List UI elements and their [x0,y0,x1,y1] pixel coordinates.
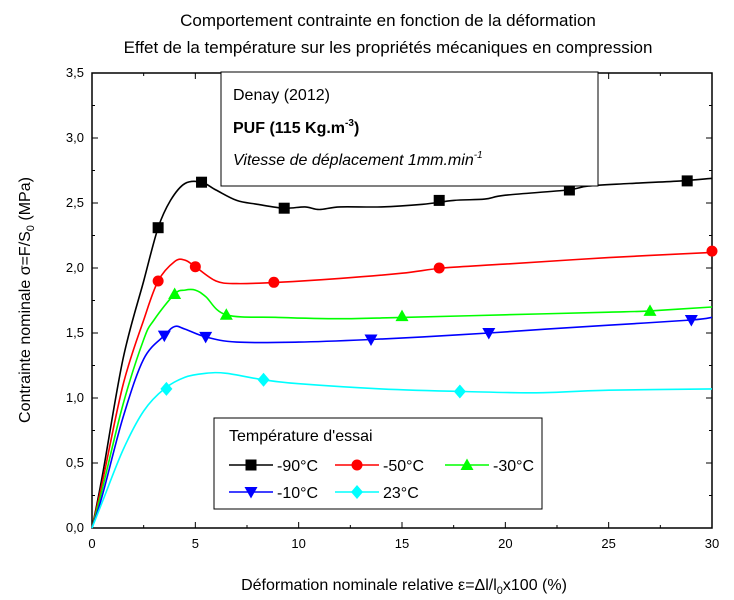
legend-label: -90°C [277,458,318,475]
legend-label: -50°C [383,458,424,475]
x-tick-label: 10 [291,536,305,551]
data-point-marker [157,330,171,343]
data-point-marker [433,194,445,206]
x-axis-label: Déformation nominale relative ε=Δl/l0x10… [241,577,567,597]
series-line [91,371,713,529]
legend-swatch-marker [351,459,363,471]
data-point-marker [168,287,182,299]
data-point-marker [152,222,164,234]
annotation-box: Denay (2012) PUF (115 Kg.m-3) Vitesse de… [220,71,599,187]
legend-title: Température d'essai [229,428,373,445]
y-tick-label: 1,5 [66,325,84,340]
y-tick-label: 0,0 [66,520,84,535]
data-point-marker [706,245,718,257]
legend-item: -50°C [335,458,424,475]
data-point-marker [482,328,496,340]
series-line [91,251,713,529]
x-tick-label: 20 [498,536,512,551]
legend-label: -30°C [493,458,534,475]
chart-title: Comportement contrainte en fonction de l… [180,11,596,30]
data-point-marker [433,262,445,274]
series-30CC [91,287,713,529]
chart-subtitle: Effet de la température sur les propriét… [124,38,653,57]
annotation-frame [220,71,599,187]
legend-label: -10°C [277,485,318,502]
x-tick-label: 30 [705,536,719,551]
y-axis: 0,0 0,5 1,0 1,5 2,0 2,5 3,0 3,5 [66,65,712,535]
data-point-marker [199,331,213,344]
x-tick-label: 15 [395,536,409,551]
series-10CC [91,315,713,529]
legend-frame [213,417,543,510]
annotation-line-2: PUF (115 Kg.m-3) [233,118,359,137]
y-tick-label: 3,5 [66,65,84,80]
legend-swatch-marker [351,485,363,499]
legend-item: -10°C [229,485,318,502]
annotation-line-3: Vitesse de déplacement 1mm.min-1 [233,150,483,169]
y-tick-label: 2,0 [66,260,84,275]
legend-label: 23°C [383,485,419,502]
series-layer [91,175,718,529]
series-90CC [91,175,713,529]
series-50CC [91,245,718,529]
data-point-marker [681,175,693,187]
series-line [91,288,713,529]
data-point-marker [364,334,378,346]
data-point-marker [257,372,270,387]
data-point-marker [563,184,575,196]
data-point-marker [684,315,698,327]
data-point-marker [268,276,280,288]
x-tick-label: 5 [192,536,199,551]
legend-swatch-marker [245,459,257,471]
data-point-marker [219,308,233,320]
legend: Température d'essai -90°C -50°C -30°C -10°C… [213,417,543,510]
y-tick-label: 0,5 [66,455,84,470]
series-23CC [91,371,713,529]
data-point-marker [453,384,466,399]
x-tick-label: 0 [88,536,95,551]
data-point-marker [160,381,173,396]
data-point-marker [196,176,208,188]
x-tick-label: 25 [601,536,615,551]
y-tick-label: 1,0 [66,390,84,405]
legend-item: -30°C [445,458,534,475]
data-point-marker [189,261,201,273]
y-tick-label: 3,0 [66,130,84,145]
y-tick-label: 2,5 [66,195,84,210]
series-line [91,316,713,529]
data-point-marker [278,202,290,214]
data-point-marker [395,309,409,322]
data-point-marker [152,275,164,287]
legend-item: -90°C [229,458,318,475]
legend-swatch-marker [460,458,474,470]
annotation-line-1: Denay (2012) [233,87,330,104]
legend-swatch-marker [244,487,258,499]
data-point-marker [643,304,657,316]
legend-item: 23°C [335,485,419,502]
y-axis-label: Contrainte nominale σ=F/S0 (MPa) [17,177,37,423]
